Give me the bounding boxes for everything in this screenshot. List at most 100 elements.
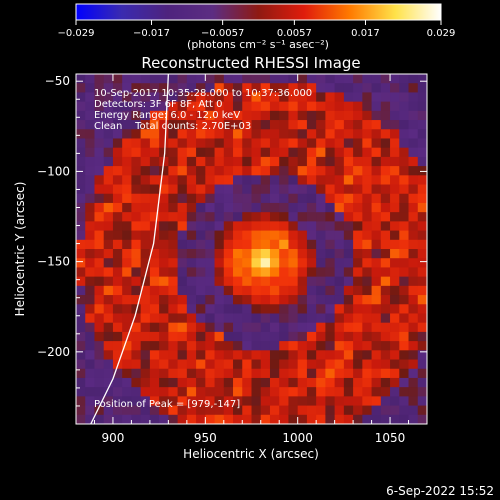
heatmap-cell [334,285,345,296]
heatmap-cell [408,156,419,167]
heatmap-cell [334,396,345,406]
heatmap-cell [159,230,169,241]
heatmap-cell [112,295,123,305]
heatmap-cell [242,258,252,268]
heatmap-cell [94,396,105,406]
heatmap-cell [223,396,234,406]
heatmap-cell [131,350,142,360]
heatmap-cell [260,166,271,176]
heatmap-cell [242,230,252,241]
heatmap-cell [334,202,345,213]
heatmap-cell [85,368,95,379]
heatmap-cell [325,285,336,296]
heatmap-cell [94,239,105,250]
heatmap-cell [390,249,400,259]
heatmap-cell [168,258,179,268]
heatmap-cell [306,414,317,424]
heatmap-cell [85,175,95,185]
heatmap-cell [149,341,160,351]
heatmap-cell [380,101,391,112]
heatmap-cell [334,295,345,305]
heatmap-cell [325,156,336,167]
heatmap-cell [251,350,262,360]
heatmap-cell [269,202,280,213]
heatmap-cell [353,368,363,379]
heatmap-cell [260,313,271,324]
heatmap-cell [159,193,169,204]
heatmap-cell [260,212,271,222]
heatmap-cell [325,377,336,388]
heatmap-cell [380,147,391,158]
heatmap-cell [288,138,299,149]
heatmap-cell [399,341,409,351]
heatmap-cell [159,129,169,139]
heatmap-cell [223,230,234,241]
heatmap-cell [390,285,400,296]
heatmap-cell [371,101,382,112]
heatmap-cell [233,304,243,314]
heatmap-cell [380,184,391,195]
heatmap-cell [334,258,345,268]
heatmap-cell [260,387,271,397]
heatmap-cell [214,304,225,314]
heatmap-cell [122,156,132,167]
heatmap-cell [112,138,123,149]
heatmap-cell [408,175,419,185]
heatmap-cell [316,350,326,360]
heatmap-cell [85,359,95,370]
heatmap-cell [390,74,400,84]
heatmap-cell [112,249,123,259]
heatmap-cell [390,350,400,360]
heatmap-cell [186,120,197,130]
colorbar-ticks: −0.029 −0.017 −0.0057 0.0057 0.017 0.029 [57,20,455,39]
heatmap-cell [196,166,206,176]
heatmap-cell [140,285,151,296]
heatmap-cell [223,120,234,130]
heatmap-cell [112,156,123,167]
heatmap-cell [306,175,317,185]
heatmap-cell [334,129,345,139]
heatmap-cell [417,350,427,360]
heatmap-cell [316,193,326,204]
heatmap-cell [325,331,336,342]
heatmap-cell [399,258,409,268]
heatmap-cell [112,92,123,103]
heatmap-cell [251,175,262,185]
heatmap-cell [149,138,160,149]
heatmap-cell [112,166,123,176]
heatmap-cell [168,359,179,370]
heatmap-cell [297,138,308,149]
heatmap-cell [316,74,326,84]
heatmap-cell [316,249,326,259]
heatmap-cell [390,92,400,103]
heatmap-cell [269,377,280,388]
heatmap-cell [251,221,262,231]
heatmap-cell [140,193,151,204]
heatmap-cell [205,276,215,287]
heatmap-cell [76,175,86,185]
heatmap-cell [306,202,317,213]
heatmap-cell [205,249,215,259]
heatmap-cell [269,138,280,149]
heatmap-cell [168,350,179,360]
heatmap-cell [122,331,132,342]
heatmap-cell [316,387,326,397]
heatmap-cell [112,120,123,130]
heatmap-cell [149,295,160,305]
heatmap-cell [131,313,142,324]
heatmap-cell [223,377,234,388]
heatmap-cell [149,313,160,324]
heatmap-cell [334,405,345,416]
heatmap-cell [94,166,105,176]
heatmap-cell [251,212,262,222]
heatmap-cell [233,276,243,287]
heatmap-cell [260,74,271,84]
heatmap-cell [408,405,419,416]
heatmap-cell [140,414,151,424]
heatmap-cell [362,405,372,416]
heatmap-cell [353,377,363,388]
heatmap-cell [85,83,95,93]
heatmap-cell [131,377,142,388]
heatmap-cell [205,359,215,370]
heatmap-cell [214,129,225,139]
